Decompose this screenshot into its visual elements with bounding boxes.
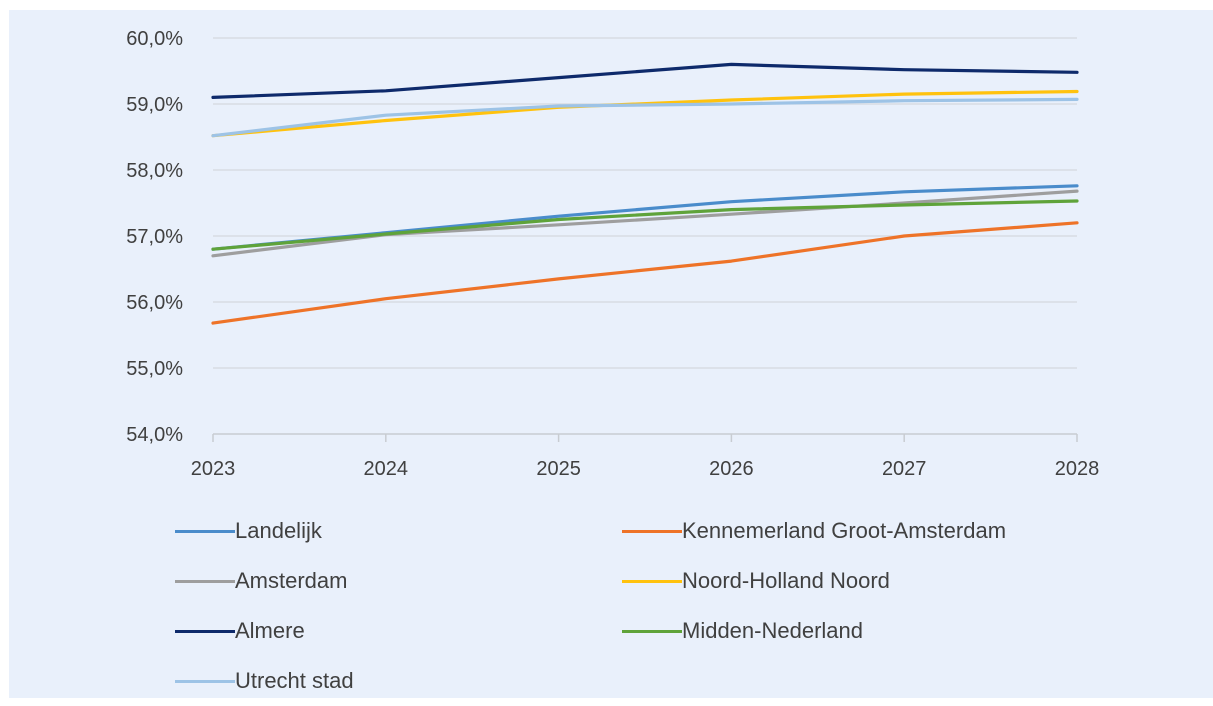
series-line-utrecht-stad xyxy=(211,97,1079,138)
series-line-noord-holland-noord xyxy=(211,89,1079,138)
legend-label: Almere xyxy=(235,618,305,643)
legend-label: Noord-Holland Noord xyxy=(682,568,890,593)
x-tick-label: 2026 xyxy=(709,458,754,480)
legend-label: Landelijk xyxy=(235,518,322,543)
legend-label: Utrecht stad xyxy=(235,668,354,693)
y-tick-label: 55,0% xyxy=(126,358,183,380)
chart-panel: 54,0% 55,0% 56,0% 57,0% 58,0% 59,0% 60,0% 2023 2… xyxy=(9,10,1213,698)
x-tick-label: 2023 xyxy=(191,458,236,480)
y-tick-label: 54,0% xyxy=(126,424,183,446)
y-tick-label: 56,0% xyxy=(126,292,183,314)
line-chart: 54,0% 55,0% 56,0% 57,0% 58,0% 59,0% 60,0% 2023 2… xyxy=(126,28,1100,480)
x-tick-label: 2027 xyxy=(882,458,927,480)
legend-item: Kennemerland Groot-Amsterdam xyxy=(622,506,1142,556)
legend-item: Utrecht stad xyxy=(175,656,622,706)
legend-swatch xyxy=(175,679,235,683)
series-line-almere xyxy=(211,62,1079,100)
series-line-amsterdam xyxy=(211,189,1079,258)
y-tick-label: 59,0% xyxy=(126,94,183,116)
y-tick-label: 58,0% xyxy=(126,160,183,182)
legend-item: Midden-Nederland xyxy=(622,606,1142,656)
legend-swatch xyxy=(175,629,235,633)
legend-swatch xyxy=(622,579,682,583)
legend-item: Landelijk xyxy=(175,506,622,556)
chart-legend: Landelijk Kennemerland Groot-Amsterdam Ams… xyxy=(175,506,1175,696)
y-tick-label: 57,0% xyxy=(126,226,183,248)
legend-label: Midden-Nederland xyxy=(682,618,863,643)
x-tick-label: 2028 xyxy=(1055,458,1100,480)
x-tick-label: 2025 xyxy=(536,458,581,480)
legend-item: Amsterdam xyxy=(175,556,622,606)
legend-swatch xyxy=(175,529,235,533)
series-line-kennemerland-groot-amsterdam xyxy=(211,221,1079,325)
x-tick-label: 2024 xyxy=(364,458,409,480)
legend-item: Noord-Holland Noord xyxy=(622,556,1142,606)
legend-label: Amsterdam xyxy=(235,568,348,593)
y-tick-label: 60,0% xyxy=(126,28,183,50)
legend-swatch xyxy=(622,629,682,633)
legend-item: Almere xyxy=(175,606,622,656)
legend-swatch xyxy=(622,529,682,533)
series-line-midden-nederland xyxy=(211,199,1079,251)
legend-swatch xyxy=(175,579,235,583)
legend-label: Kennemerland Groot-Amsterdam xyxy=(682,518,1007,543)
